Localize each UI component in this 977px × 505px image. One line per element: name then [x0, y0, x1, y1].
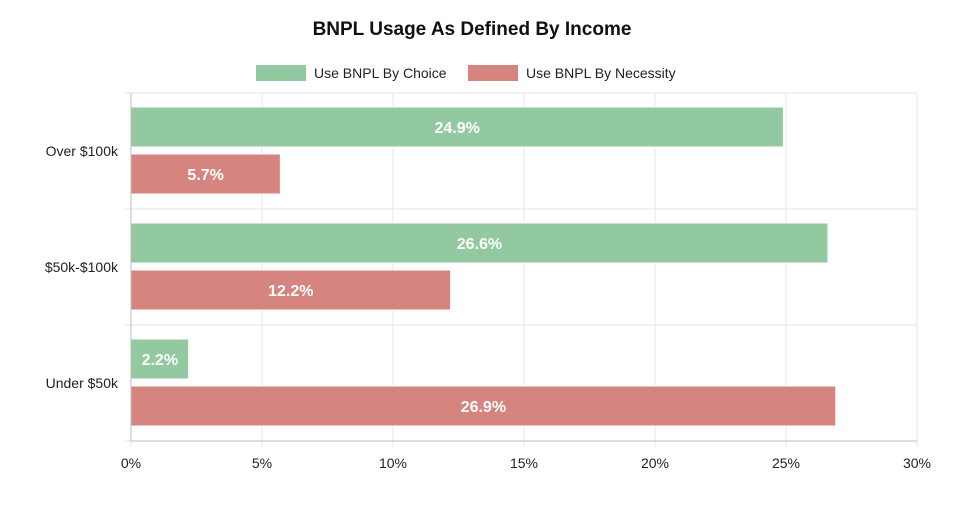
- bar-use-bnpl-by-necessity-over-100k: [130, 153, 281, 195]
- x-tick-label: 5%: [252, 455, 272, 471]
- bar-data-label: 5.7%: [187, 167, 223, 184]
- bar-use-bnpl-by-choice-over-100k: [130, 106, 784, 148]
- bars: 24.9% 5.7% 26.6% 12.2% 2.2% 26.9%: [130, 106, 837, 427]
- chart-title: BNPL Usage As Defined By Income: [313, 19, 632, 40]
- legend-item-use-bnpl-by-necessity[interactable]: Use BNPL By Necessity: [468, 65, 676, 81]
- bar-use-bnpl-by-necessity-50k-100k: [130, 269, 452, 311]
- bar-data-label: 26.6%: [457, 236, 502, 253]
- legend: Use BNPL By Choice Use BNPL By Necessity: [256, 65, 676, 81]
- x-tick-label: 0%: [121, 455, 141, 471]
- x-tick-label: 10%: [379, 455, 407, 471]
- x-tick-label: 25%: [772, 455, 800, 471]
- axes: [130, 93, 917, 442]
- y-tick-label: Over $100k: [46, 143, 119, 159]
- x-tick-label: 30%: [903, 455, 931, 471]
- ticks: 0% 5% 10% 15% 20% 25% 30% Over $100k $50k-$100k U…: [45, 143, 931, 471]
- legend-swatch: [256, 65, 306, 81]
- legend-item-use-bnpl-by-choice[interactable]: Use BNPL By Choice: [256, 65, 447, 81]
- bar-data-label: 12.2%: [268, 283, 313, 300]
- legend-swatch: [468, 65, 518, 81]
- y-tick-label: Under $50k: [46, 375, 119, 391]
- y-tick-label: $50k-$100k: [45, 259, 119, 275]
- legend-label: Use BNPL By Choice: [314, 65, 447, 81]
- bar-data-label: 26.9%: [461, 399, 506, 416]
- bar-use-bnpl-by-necessity-under-50k: [130, 385, 837, 427]
- bar-data-label: 24.9%: [435, 120, 480, 137]
- x-tick-label: 20%: [641, 455, 669, 471]
- x-tick-label: 15%: [510, 455, 538, 471]
- legend-label: Use BNPL By Necessity: [526, 65, 676, 81]
- bar-data-label: 2.2%: [142, 352, 178, 369]
- bar-use-bnpl-by-choice-under-50k: [130, 338, 190, 380]
